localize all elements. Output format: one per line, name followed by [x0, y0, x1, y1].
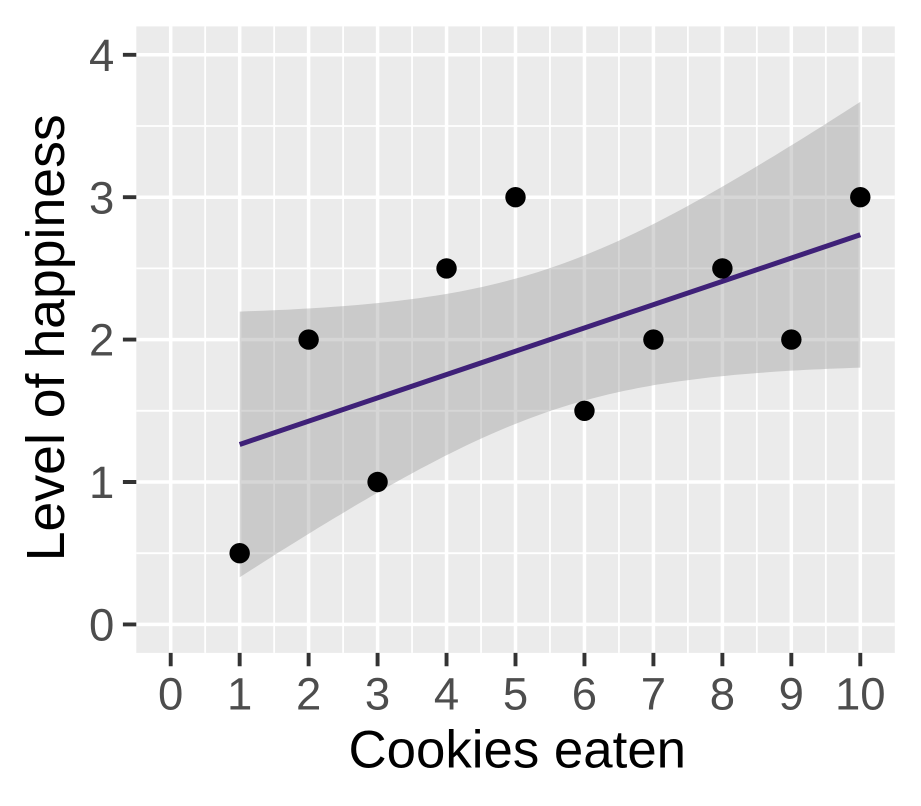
svg-text:1: 1	[89, 457, 114, 508]
svg-text:0: 0	[89, 600, 114, 651]
svg-text:6: 6	[572, 668, 597, 719]
svg-text:Cookies eaten: Cookies eaten	[349, 720, 687, 779]
svg-text:7: 7	[641, 668, 666, 719]
svg-text:4: 4	[89, 30, 114, 81]
svg-text:9: 9	[779, 668, 804, 719]
svg-text:5: 5	[503, 668, 528, 719]
svg-text:2: 2	[296, 668, 321, 719]
svg-text:2: 2	[89, 315, 114, 366]
svg-text:Level of happiness: Level of happiness	[16, 114, 76, 561]
svg-text:8: 8	[710, 668, 735, 719]
svg-text:10: 10	[835, 668, 886, 719]
svg-text:3: 3	[365, 668, 390, 719]
svg-text:1: 1	[227, 668, 252, 719]
svg-text:3: 3	[89, 172, 114, 223]
svg-text:0: 0	[158, 668, 183, 719]
svg-text:4: 4	[434, 668, 459, 719]
